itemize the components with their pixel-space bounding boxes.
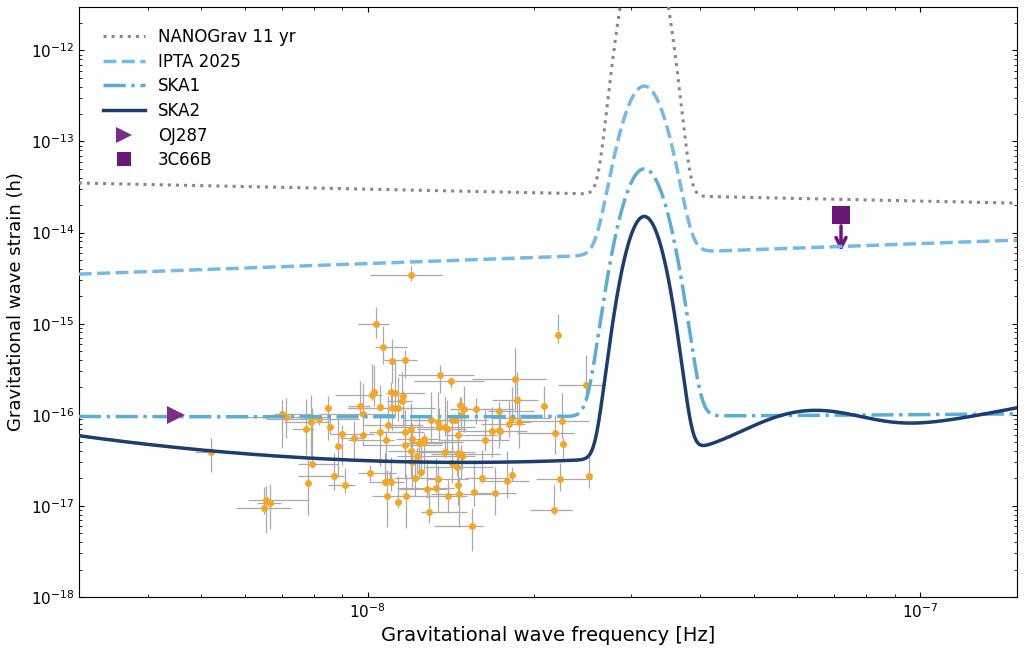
Legend: NANOGrav 11 yr, IPTA 2025, SKA1, SKA2, OJ287, 3C66B: NANOGrav 11 yr, IPTA 2025, SKA1, SKA2, O…	[96, 21, 302, 176]
Y-axis label: Gravitational wave strain (h): Gravitational wave strain (h)	[7, 173, 25, 432]
X-axis label: Gravitational wave frequency [Hz]: Gravitational wave frequency [Hz]	[381, 626, 715, 645]
